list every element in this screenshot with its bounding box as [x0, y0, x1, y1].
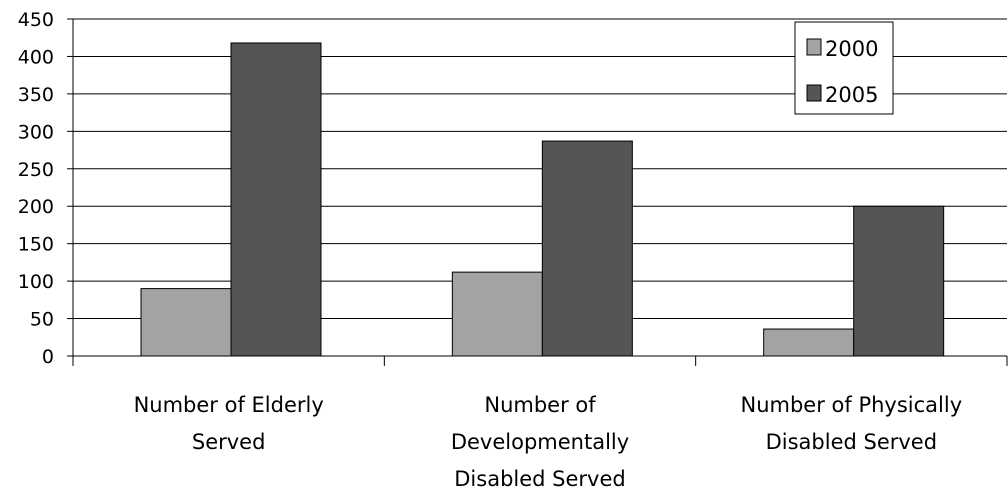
category-label: Number of Elderly Served	[134, 393, 324, 454]
bar-2005-3	[853, 205, 945, 357]
y-tick-label: 350	[18, 84, 54, 106]
bar-2005-1	[230, 42, 322, 357]
bar-2005-2	[541, 140, 633, 357]
legend-label-2000: 2000	[825, 37, 878, 61]
y-tick-label: 450	[18, 9, 54, 31]
bar-2000-2	[451, 271, 543, 357]
legend: 2000 2005	[794, 21, 894, 115]
y-tick-label: 0	[42, 346, 54, 368]
y-tick-label: 50	[30, 309, 54, 331]
category-labels: Number of Elderly Served Number of Developm…	[134, 393, 963, 489]
legend-label-2005: 2005	[825, 83, 878, 107]
y-tick-label: 300	[18, 121, 54, 143]
y-tick-label: 400	[18, 46, 54, 68]
y-tick-label: 100	[18, 271, 54, 293]
legend-swatch-2000	[806, 38, 822, 56]
bar-2000-1	[140, 288, 232, 357]
y-tick-label: 150	[18, 234, 54, 256]
bars	[140, 42, 945, 357]
legend-swatch-2005	[806, 84, 822, 102]
bar-2000-3	[763, 328, 855, 357]
gridlines	[73, 18, 1007, 320]
axes	[67, 18, 1008, 366]
y-tick-label: 250	[18, 159, 54, 181]
y-tick-labels: 0 50 100 150 200 250 300 350 400 450	[18, 9, 54, 368]
category-label: Number of Developmentally Disabled Served	[451, 393, 629, 489]
category-label: Number of Physically Disabled Served	[741, 393, 963, 454]
y-tick-label: 200	[18, 196, 54, 218]
